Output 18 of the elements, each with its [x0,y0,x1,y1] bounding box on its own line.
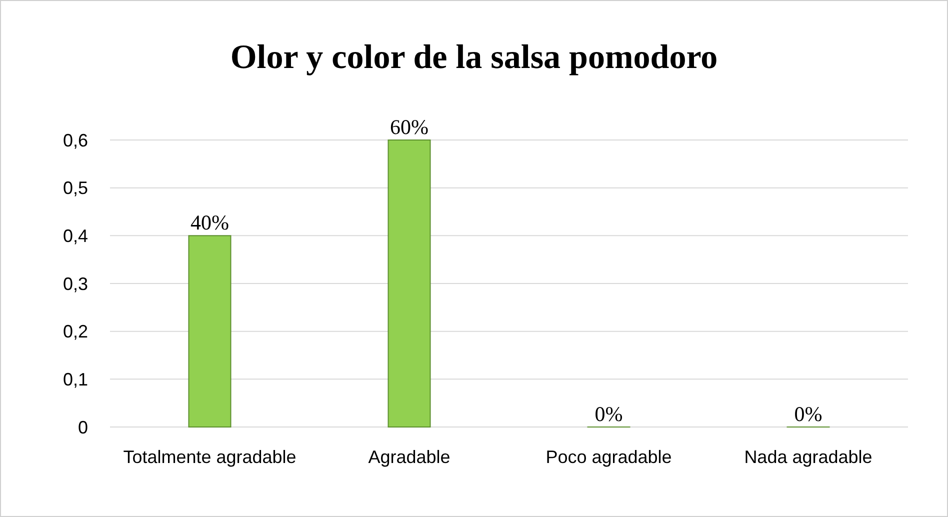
x-tick-label: Agradable [368,447,450,467]
data-label: 40% [190,210,229,235]
y-tick-label: 0,2 [62,322,88,342]
chart-title: Olor y color de la salsa pomodoro [230,39,718,76]
y-tick-label: 0,6 [62,130,88,150]
x-tick-label: Nada agradable [744,447,872,467]
bar [388,140,431,428]
bar [188,235,232,428]
data-label: 0% [594,402,623,426]
x-tick-label: Poco agradable [546,447,672,467]
y-tick-label: 0,4 [62,226,88,246]
y-tick-label: 0,1 [62,369,88,390]
y-tick-label: 0 [78,417,88,438]
data-label: 0% [794,402,822,426]
x-tick-label: Totalmente agradable [123,447,296,467]
data-label: 60% [390,115,428,139]
y-tick-label: 0,3 [62,274,88,294]
y-tick-label: 0,5 [62,178,88,198]
